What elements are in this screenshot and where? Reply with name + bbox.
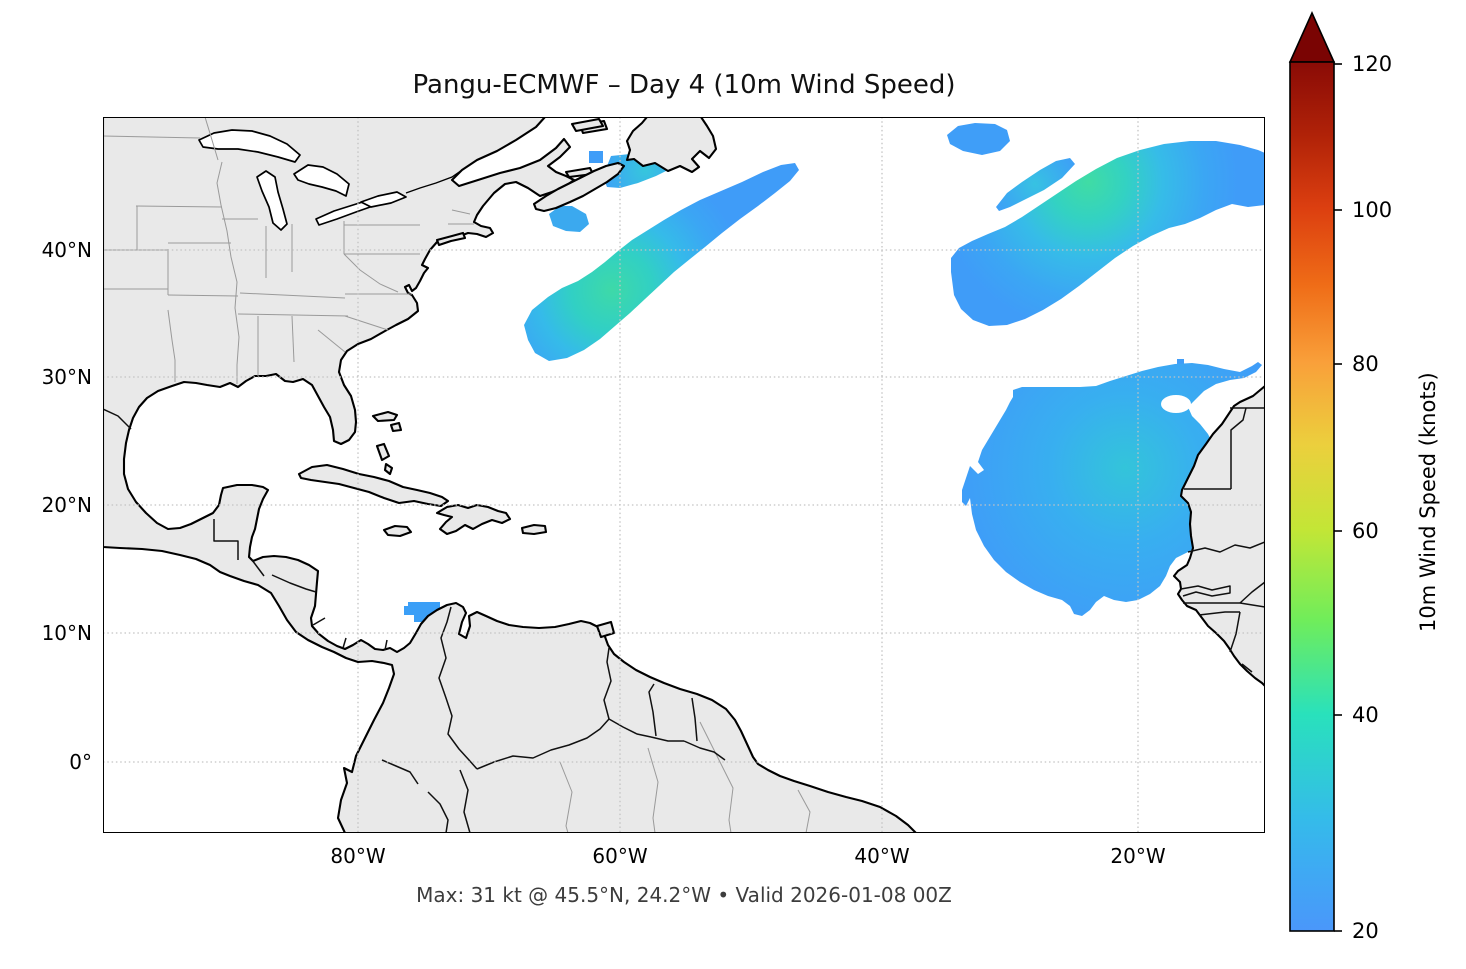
wind-patch-hole bbox=[1161, 395, 1191, 413]
cbar-tick-120: 120 bbox=[1352, 52, 1393, 76]
island-hispaniola bbox=[435, 503, 512, 536]
brazil-state-borders bbox=[559, 721, 811, 833]
lake-superior bbox=[198, 129, 301, 163]
st-lawrence-river bbox=[405, 169, 463, 194]
island-bahama-4 bbox=[383, 462, 394, 476]
colorbar-axis-label: 10m Wind Speed (knots) bbox=[1416, 372, 1440, 632]
map-plot-area bbox=[103, 117, 1265, 833]
ytick-10n: 10°N bbox=[41, 621, 92, 645]
island-puerto-rico bbox=[520, 523, 548, 536]
wind-patch-small-west bbox=[549, 206, 589, 232]
ytick-40n: 40°N bbox=[41, 238, 92, 262]
ytick-30n: 30°N bbox=[41, 365, 92, 389]
island-jamaica bbox=[382, 524, 413, 538]
wind-patch-northeast-atlantic bbox=[951, 141, 1265, 326]
colorbar-tick-marks bbox=[1334, 63, 1342, 932]
colorbar-gradient bbox=[1289, 61, 1335, 932]
lake-huron bbox=[293, 164, 350, 197]
island-newfoundland bbox=[625, 117, 718, 174]
max-annotation: Max: 31 kt @ 45.5°N, 24.2°W • Valid 2026… bbox=[416, 883, 952, 907]
island-anticosti bbox=[570, 117, 605, 133]
island-cuba bbox=[297, 463, 450, 508]
xtick-20w: 20°W bbox=[1110, 844, 1166, 868]
wind-patch-dot-ns bbox=[589, 151, 603, 163]
colorbar bbox=[1288, 11, 1342, 932]
plot-title: Pangu-ECMWF – Day 4 (10m Wind Speed) bbox=[412, 70, 956, 100]
cbar-tick-40: 40 bbox=[1352, 703, 1379, 727]
cbar-tick-60: 60 bbox=[1352, 519, 1379, 543]
landmass-americas bbox=[103, 117, 918, 833]
cbar-tick-20: 20 bbox=[1352, 919, 1379, 943]
wind-speed-patches bbox=[404, 123, 1265, 622]
cbar-tick-80: 80 bbox=[1352, 352, 1379, 376]
wind-patch-west-africa bbox=[962, 362, 1262, 616]
ytick-0: 0° bbox=[69, 750, 92, 774]
gridlines bbox=[103, 117, 1265, 833]
xtick-60w: 60°W bbox=[592, 844, 648, 868]
island-long-island bbox=[435, 231, 467, 247]
xtick-40w: 40°W bbox=[854, 844, 910, 868]
cbar-tick-100: 100 bbox=[1352, 198, 1393, 222]
island-bahama-1 bbox=[371, 410, 399, 423]
xtick-80w: 80°W bbox=[330, 844, 386, 868]
landmass-africa bbox=[1172, 384, 1265, 688]
ytick-20n: 20°N bbox=[41, 493, 92, 517]
great-lakes bbox=[198, 129, 407, 231]
lake-michigan bbox=[256, 170, 288, 231]
island-trinidad bbox=[595, 620, 616, 639]
island-bahama-2 bbox=[389, 421, 403, 433]
lake-ontario bbox=[360, 191, 407, 208]
island-bahama-3 bbox=[375, 442, 391, 462]
wind-patch-dot-africa bbox=[1177, 359, 1184, 366]
wind-patch-mid-atlantic bbox=[524, 163, 799, 361]
state-borders bbox=[103, 117, 474, 384]
wind-patch-sliver-ne bbox=[996, 158, 1075, 211]
island-nova-scotia bbox=[532, 161, 626, 213]
colorbar-extend-arrow bbox=[1288, 11, 1336, 63]
wind-patch-blob-ne bbox=[947, 123, 1010, 155]
